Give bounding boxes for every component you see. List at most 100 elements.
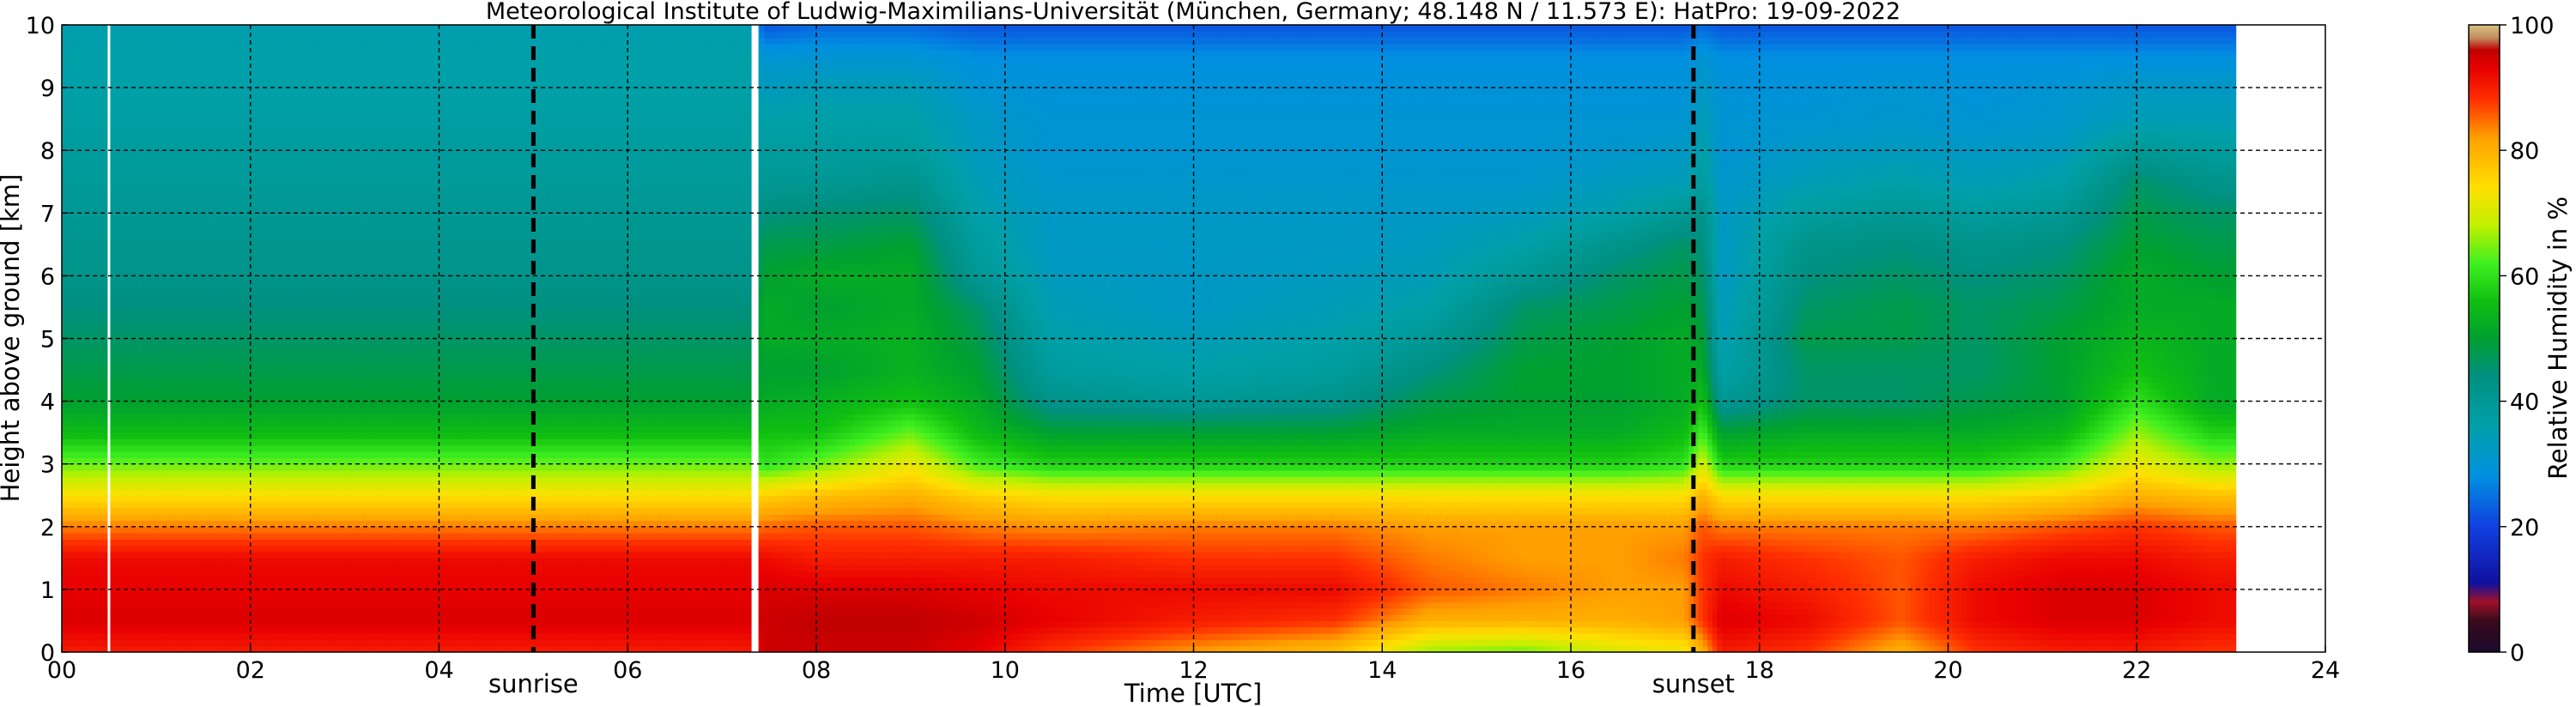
heatmap-cell	[85, 626, 91, 634]
heatmap-cell	[208, 564, 214, 571]
heatmap-cell	[293, 213, 299, 221]
heatmap-cell	[123, 601, 129, 609]
heatmap-cell	[118, 100, 124, 107]
heatmap-cell	[227, 401, 233, 408]
heatmap-cell	[94, 124, 100, 132]
heatmap-cell	[212, 577, 218, 584]
heatmap-cell	[288, 69, 294, 76]
heatmap-cell	[193, 583, 199, 590]
heatmap-cell	[94, 112, 100, 120]
heatmap-cell	[203, 137, 209, 145]
heatmap-cell	[151, 306, 157, 314]
heatmap-cell	[231, 94, 237, 101]
heatmap-cell	[264, 395, 270, 402]
heatmap-cell	[203, 407, 209, 414]
heatmap-cell	[165, 263, 171, 270]
heatmap-cell	[118, 194, 124, 202]
heatmap-cell	[89, 577, 96, 584]
heatmap-cell	[151, 382, 157, 390]
heatmap-cell	[142, 495, 148, 503]
heatmap-cell	[62, 570, 68, 577]
heatmap-cell	[193, 539, 199, 547]
heatmap-cell	[113, 438, 119, 446]
heatmap-cell	[193, 533, 199, 541]
heatmap-cell	[193, 451, 199, 458]
heatmap-cell	[174, 319, 180, 327]
heatmap-cell	[189, 482, 195, 490]
heatmap-cell	[94, 50, 100, 57]
heatmap-cell	[278, 100, 284, 107]
heatmap-cell	[62, 395, 68, 402]
heatmap-cell	[123, 595, 129, 603]
heatmap-cell	[283, 583, 289, 590]
heatmap-cell	[208, 281, 214, 289]
heatmap-cell	[184, 420, 190, 427]
heatmap-cell	[208, 124, 214, 132]
heatmap-cell	[99, 539, 106, 547]
heatmap-cell	[94, 244, 100, 251]
heatmap-cell	[94, 351, 100, 359]
heatmap-cell	[136, 601, 142, 609]
heatmap-cell	[127, 332, 133, 340]
heatmap-cell	[132, 118, 138, 126]
heatmap-cell	[89, 332, 96, 340]
heatmap-cell	[217, 313, 223, 321]
heatmap-cell	[94, 181, 100, 189]
heatmap-cell	[62, 251, 68, 258]
heatmap-cell	[62, 206, 68, 214]
heatmap-cell	[231, 238, 237, 245]
heatmap-cell	[146, 181, 152, 189]
heatmap-cell	[108, 43, 115, 51]
heatmap-cell	[142, 43, 148, 51]
heatmap-cell	[250, 583, 256, 590]
heatmap-cell	[264, 577, 270, 584]
heatmap-cell	[123, 25, 129, 32]
heatmap-cell	[151, 526, 157, 534]
heatmap-cell	[146, 319, 152, 327]
heatmap-cell	[264, 162, 270, 170]
heatmap-cell	[193, 81, 199, 88]
heatmap-cell	[62, 263, 68, 270]
heatmap-cell	[108, 407, 115, 414]
heatmap-cell	[217, 206, 223, 214]
heatmap-cell	[208, 75, 214, 82]
heatmap-cell	[99, 363, 106, 371]
heatmap-cell	[189, 395, 195, 402]
heatmap-cell	[165, 607, 171, 615]
heatmap-cell	[189, 306, 195, 314]
heatmap-cell	[231, 118, 237, 126]
heatmap-cell	[70, 344, 77, 352]
heatmap-cell	[179, 564, 185, 571]
heatmap-cell	[170, 338, 176, 346]
heatmap-cell	[203, 645, 209, 652]
heatmap-cell	[240, 645, 246, 652]
heatmap-cell	[288, 188, 294, 195]
heatmap-cell	[94, 88, 100, 95]
heatmap-cell	[161, 150, 167, 158]
heatmap-cell	[142, 175, 148, 183]
heatmap-cell	[255, 539, 261, 547]
heatmap-cell	[80, 633, 87, 640]
heatmap-cell	[66, 288, 72, 295]
heatmap-cell	[118, 570, 124, 577]
heatmap-cell	[231, 520, 237, 528]
heatmap-cell	[113, 112, 119, 120]
heatmap-cell	[89, 294, 96, 302]
heatmap-cell	[104, 476, 110, 484]
heatmap-cell	[155, 552, 161, 559]
heatmap-cell	[62, 131, 68, 139]
heatmap-cell	[240, 225, 246, 233]
heatmap-cell	[151, 232, 157, 239]
heatmap-cell	[165, 150, 171, 158]
heatmap-cell	[288, 507, 294, 515]
heatmap-cell	[136, 645, 142, 652]
heatmap-cell	[127, 232, 133, 239]
heatmap-cell	[189, 69, 195, 76]
heatmap-cell	[208, 137, 214, 145]
heatmap-cell	[151, 281, 157, 289]
heatmap-cell	[104, 69, 110, 76]
heatmap-cell	[174, 639, 180, 647]
heatmap-cell	[288, 607, 294, 615]
heatmap-cell	[217, 244, 223, 251]
heatmap-cell	[85, 156, 91, 164]
